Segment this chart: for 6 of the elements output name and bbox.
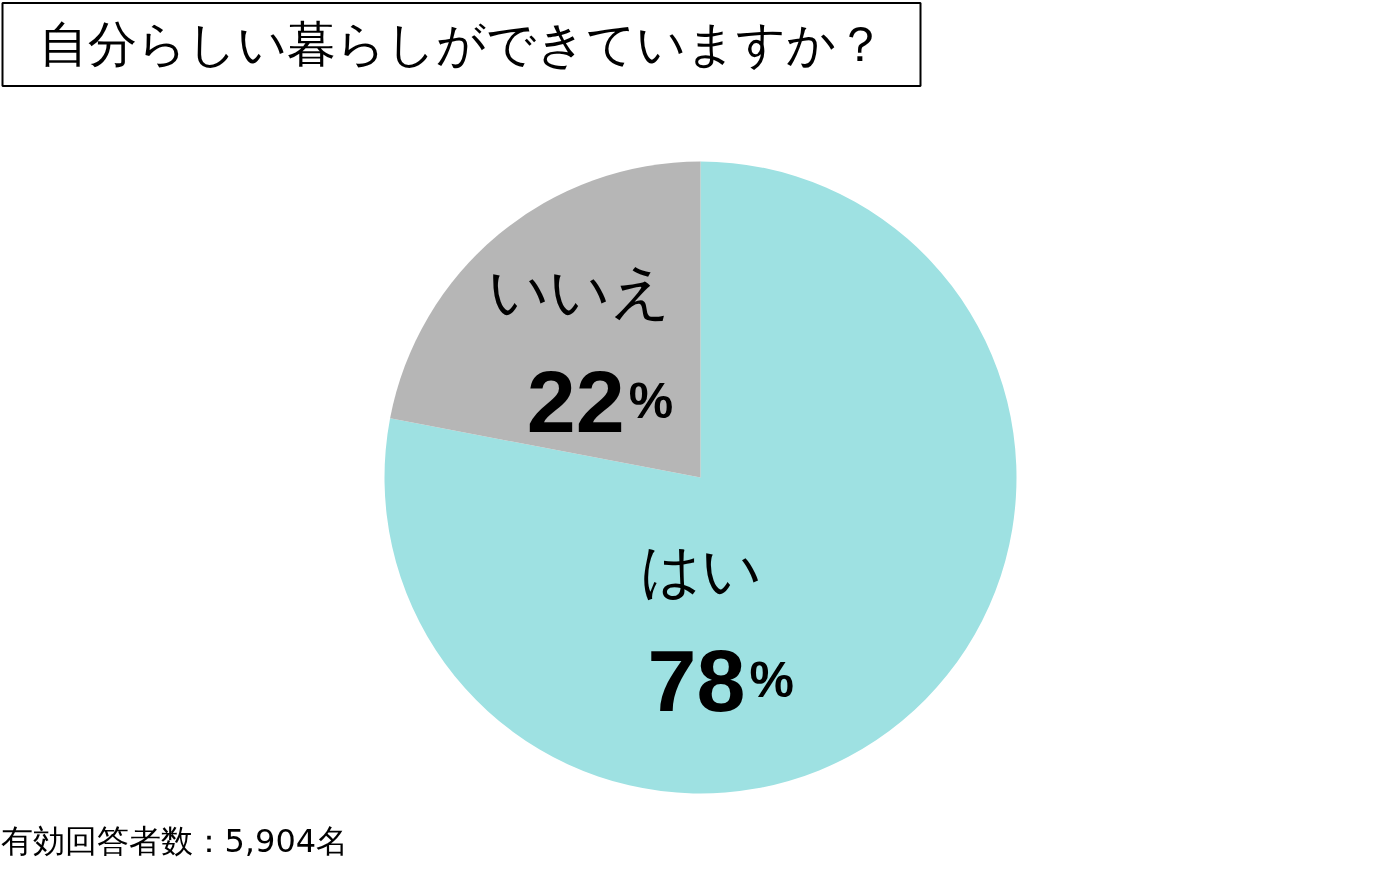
slice-label: いいえ [488,256,672,327]
chart-title: 自分らしい暮らしができていますか？ [38,16,885,73]
data-label: 22% [526,351,674,451]
slice-label: はい [639,535,762,606]
data-label: 78% [647,630,794,730]
text: 有効回答者数：5,904名 [0,821,349,860]
